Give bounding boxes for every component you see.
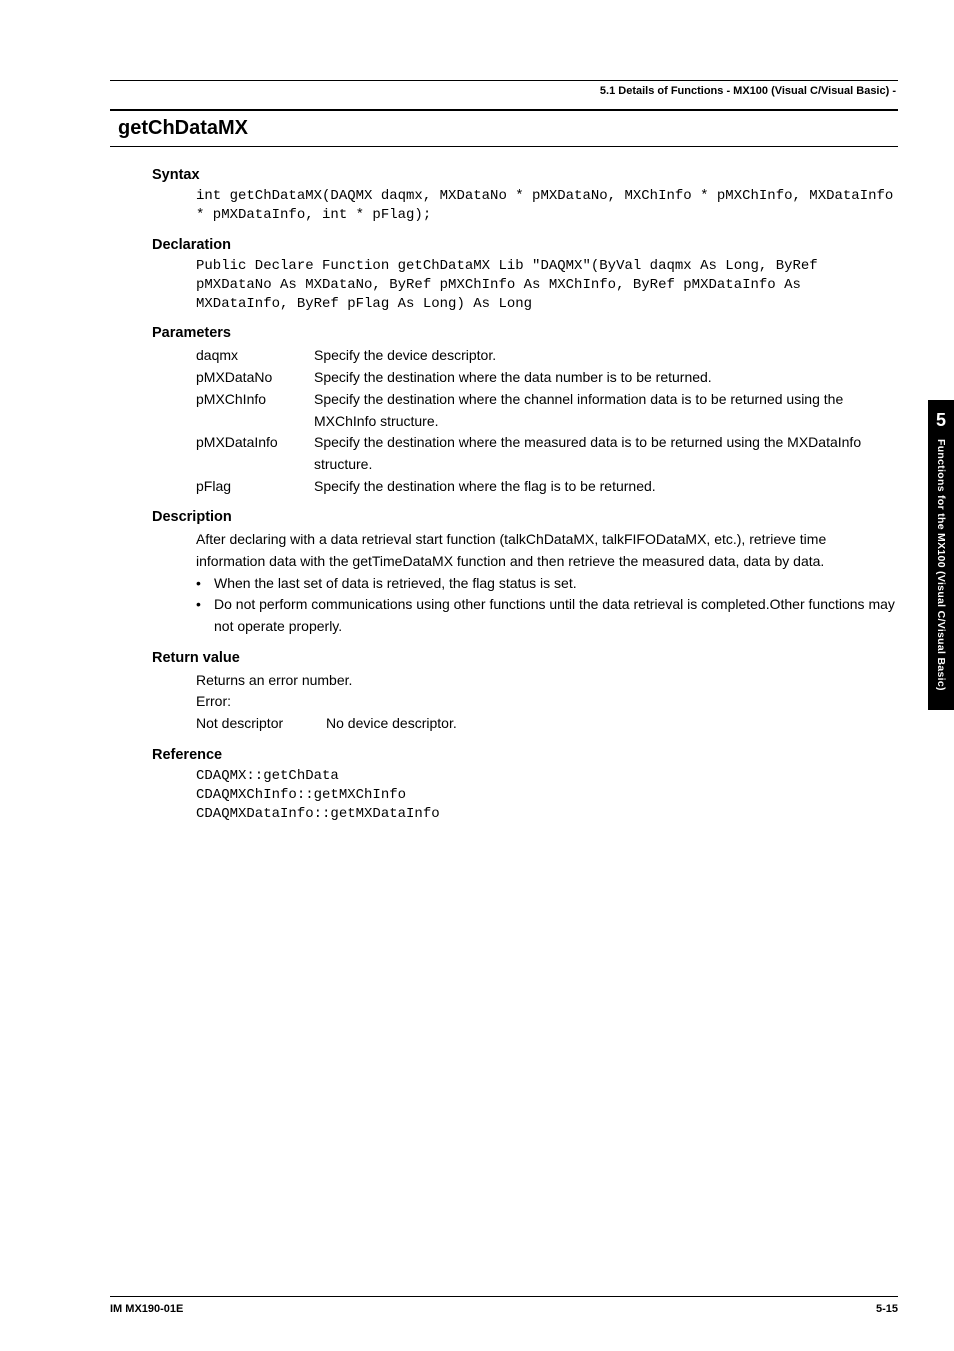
error-label: Not descriptor xyxy=(196,713,326,735)
reference-block: CDAQMX::getChData CDAQMXChInfo::getMXChI… xyxy=(196,767,898,824)
title-block: getChDataMX xyxy=(110,109,898,147)
param-desc: Specify the destination where the measur… xyxy=(314,432,898,475)
parameters-table: daqmx Specify the device descriptor. pMX… xyxy=(196,345,898,497)
heading-return-value: Return value xyxy=(152,650,898,666)
heading-parameters: Parameters xyxy=(152,325,898,341)
param-name: pFlag xyxy=(196,476,314,498)
error-desc: No device descriptor. xyxy=(326,713,457,735)
param-row: pMXDataNo Specify the destination where … xyxy=(196,367,898,389)
bullet-dot-icon: • xyxy=(196,573,214,595)
bullet-item: • When the last set of data is retrieved… xyxy=(196,573,898,595)
param-desc: Specify the destination where the data n… xyxy=(314,367,898,389)
heading-reference: Reference xyxy=(152,747,898,763)
heading-description: Description xyxy=(152,509,898,525)
heading-declaration: Declaration xyxy=(152,237,898,253)
bullet-item: • Do not perform communications using ot… xyxy=(196,594,898,637)
top-rule xyxy=(110,80,898,81)
reference-line: CDAQMXDataInfo::getMXDataInfo xyxy=(196,805,898,824)
param-name: pMXChInfo xyxy=(196,389,314,432)
description-intro: After declaring with a data retrieval st… xyxy=(196,529,898,572)
chapter-number: 5 xyxy=(928,410,954,431)
param-name: pMXDataNo xyxy=(196,367,314,389)
syntax-code: int getChDataMX(DAQMX daqmx, MXDataNo * … xyxy=(196,187,898,225)
return-value-line1: Returns an error number. xyxy=(196,670,898,692)
param-name: daqmx xyxy=(196,345,314,367)
param-name: pMXDataInfo xyxy=(196,432,314,475)
footer-left: IM MX190-01E xyxy=(110,1303,183,1315)
page-title: getChDataMX xyxy=(118,117,248,139)
param-desc: Specify the destination where the channe… xyxy=(314,389,898,432)
heading-syntax: Syntax xyxy=(152,167,898,183)
error-row: Not descriptor No device descriptor. xyxy=(196,713,898,735)
chapter-label: Functions for the MX100 (Visual C/Visual… xyxy=(935,439,947,691)
param-row: daqmx Specify the device descriptor. xyxy=(196,345,898,367)
param-desc: Specify the device descriptor. xyxy=(314,345,898,367)
param-desc: Specify the destination where the flag i… xyxy=(314,476,898,498)
return-value-line2: Error: xyxy=(196,691,898,713)
page-footer: IM MX190-01E 5-15 xyxy=(110,1296,898,1315)
param-row: pMXChInfo Specify the destination where … xyxy=(196,389,898,432)
footer-right: 5-15 xyxy=(876,1303,898,1315)
param-row: pFlag Specify the destination where the … xyxy=(196,476,898,498)
page-content: 5.1 Details of Functions - MX100 (Visual… xyxy=(0,0,954,823)
running-header: 5.1 Details of Functions - MX100 (Visual… xyxy=(110,85,898,103)
reference-line: CDAQMXChInfo::getMXChInfo xyxy=(196,786,898,805)
bullet-text: When the last set of data is retrieved, … xyxy=(214,573,898,595)
reference-line: CDAQMX::getChData xyxy=(196,767,898,786)
bullet-dot-icon: • xyxy=(196,594,214,637)
chapter-side-tab: 5 Functions for the MX100 (Visual C/Visu… xyxy=(928,400,954,710)
declaration-code: Public Declare Function getChDataMX Lib … xyxy=(196,257,898,314)
param-row: pMXDataInfo Specify the destination wher… xyxy=(196,432,898,475)
bullet-text: Do not perform communications using othe… xyxy=(214,594,898,637)
